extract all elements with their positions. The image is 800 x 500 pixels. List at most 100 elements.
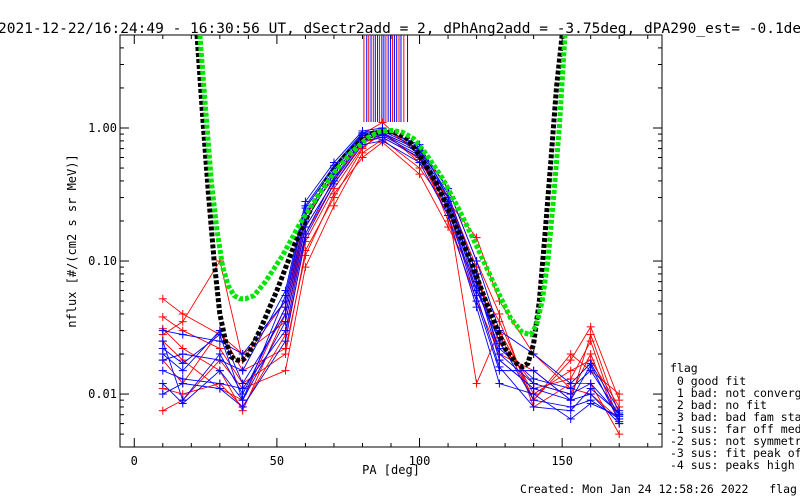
x-axis-ticks: 0 50 100 150: [131, 35, 649, 468]
blue-plus-marker: [586, 384, 595, 393]
red-plus-marker: [301, 251, 310, 260]
red-plus-marker: [444, 223, 453, 232]
blue-plus-marker: [529, 374, 538, 383]
blue-plus-marker: [472, 303, 481, 312]
red-plus-marker: [358, 153, 367, 162]
blue-plus-marker: [472, 257, 481, 266]
red-plus-marker: [415, 170, 424, 179]
red-plus-marker: [329, 201, 338, 210]
blue-plus-marker: [215, 366, 224, 375]
blue-plus-marker: [586, 399, 595, 408]
blue-series-line: [162, 140, 620, 420]
blue-plus-marker: [158, 366, 167, 375]
x-tick-label: 0: [131, 454, 138, 468]
x-axis-label: PA [deg]: [362, 463, 420, 477]
blue-plus-marker: [301, 201, 310, 210]
x-tick-label: 100: [409, 454, 431, 468]
y-axis-ticks: 0.01 0.10 1.00: [88, 34, 662, 448]
blue-plus-marker: [238, 366, 247, 375]
red-plus-marker: [615, 430, 624, 439]
red-series-line: [162, 136, 620, 401]
red-plus-marker: [178, 317, 187, 326]
blue-series-line: [162, 134, 620, 414]
blue-plus-marker: [281, 303, 290, 312]
blue-plus-marker: [281, 337, 290, 346]
blue-plus-marker: [566, 414, 575, 423]
vertical-marker-lines: [363, 35, 409, 122]
red-plus-marker: [566, 350, 575, 359]
legend-title: flag: [670, 361, 698, 375]
red-plus-marker: [178, 309, 187, 318]
blue-plus-marker: [301, 229, 310, 238]
red-plus-marker: [586, 322, 595, 331]
blue-plus-marker: [215, 379, 224, 388]
blue-series-line: [162, 133, 620, 420]
x-tick-label: 150: [551, 454, 573, 468]
created-footer: Created: Mon Jan 24 12:58:26 2022 flag =…: [520, 482, 800, 496]
red-plus-marker: [158, 312, 167, 321]
blue-plus-marker: [529, 402, 538, 411]
blue-plus-marker: [615, 417, 624, 426]
blue-plus-marker: [215, 350, 224, 359]
red-plus-marker: [281, 366, 290, 375]
blue-plus-marker: [281, 309, 290, 318]
blue-plus-marker: [238, 396, 247, 405]
blue-plus-marker: [495, 356, 504, 365]
red-plus-marker: [615, 390, 624, 399]
y-tick-label: 0.10: [88, 254, 117, 268]
blue-plus-marker: [178, 396, 187, 405]
red-plus-marker: [158, 294, 167, 303]
x-tick-label: 50: [270, 454, 284, 468]
blue-plus-marker: [529, 366, 538, 375]
red-plus-marker: [158, 406, 167, 415]
red-plus-marker: [566, 366, 575, 375]
blue-plus-marker: [178, 350, 187, 359]
blue-plus-marker: [281, 291, 290, 300]
blue-plus-marker: [495, 344, 504, 353]
red-plus-marker: [281, 344, 290, 353]
y-axis-label: nflux [#/(cm2 s sr MeV)]: [65, 154, 79, 327]
blue-plus-marker: [178, 359, 187, 368]
red-plus-marker: [472, 379, 481, 388]
green-fit-line: [197, 35, 568, 338]
blue-plus-marker: [566, 396, 575, 405]
blue-plus-marker: [529, 384, 538, 393]
legend-entry: -2 sus: not symmetri: [670, 434, 800, 448]
blue-plus-marker: [566, 384, 575, 393]
red-plus-marker: [329, 189, 338, 198]
blue-plus-marker: [358, 128, 367, 137]
legend-entry: -4 sus: peaks high va: [670, 458, 800, 472]
blue-plus-marker: [158, 337, 167, 346]
blue-plus-marker: [178, 374, 187, 383]
legend-entry: 0 good fit: [670, 374, 746, 388]
chart-title: 2021-12-22/16:24:49 - 16:30:56 UT, dSect…: [0, 21, 800, 37]
green-fit-curve: [197, 35, 568, 338]
blue-plus-marker: [178, 366, 187, 375]
red-plus-marker: [495, 309, 504, 318]
y-tick-label: 0.01: [88, 387, 117, 401]
legend-entry: 1 bad: not converge: [670, 386, 800, 400]
blue-plus-marker: [158, 344, 167, 353]
blue-plus-marker: [158, 379, 167, 388]
blue-plus-marker: [158, 356, 167, 365]
legend-entry: 3 bad: bad fam stat: [670, 410, 800, 424]
blue-plus-marker: [472, 291, 481, 300]
legend-entry: -3 sus: fit peak off 9: [670, 446, 800, 460]
red-plus-marker: [586, 337, 595, 346]
y-tick-label: 1.00: [88, 121, 117, 135]
blue-plus-marker: [495, 362, 504, 371]
blue-plus-marker: [586, 366, 595, 375]
blue-plus-marker: [281, 326, 290, 335]
blue-plus-marker: [495, 379, 504, 388]
blue-plus-marker: [178, 330, 187, 339]
blue-plus-marker: [615, 410, 624, 419]
red-series-group: [158, 118, 624, 439]
blue-plus-marker: [158, 326, 167, 335]
blue-plus-marker: [158, 390, 167, 399]
legend-entry: -1 sus: far off medi: [670, 422, 800, 436]
blue-plus-marker: [238, 402, 247, 411]
red-series-line: [162, 132, 620, 424]
blue-plus-marker: [281, 317, 290, 326]
legend-entry: 2 bad: no fit: [670, 398, 767, 412]
blue-plus-marker: [238, 384, 247, 393]
